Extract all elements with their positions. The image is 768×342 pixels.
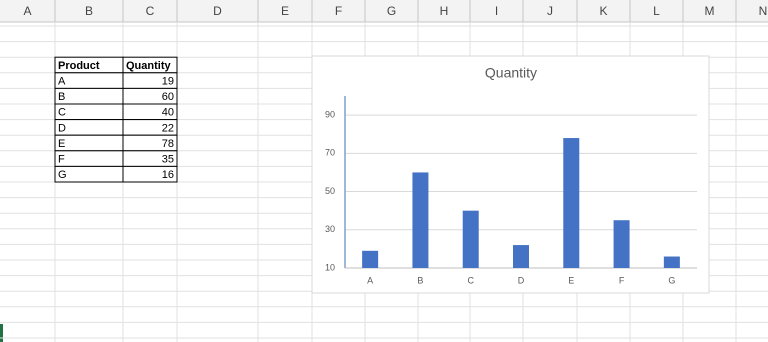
bar [663,256,680,268]
table-value: E [58,138,65,150]
bar [462,210,479,268]
table-header: Product [58,60,100,72]
table-value: G [58,169,67,181]
x-tick-label: G [668,275,675,285]
table-cell [122,165,178,183]
column-header: E [281,4,289,18]
table-value: 35 [162,154,174,166]
x-tick-label: D [518,275,525,285]
selection-marker [0,324,3,342]
column-header: H [440,4,449,18]
chart-title: Quantity [485,65,537,81]
column-header: K [599,4,607,18]
table-value: F [58,154,65,166]
chart-area[interactable] [311,55,710,294]
column-header: F [335,4,342,18]
table-value: B [58,91,65,103]
bar [563,138,580,268]
table-value: A [58,76,66,88]
y-tick-label: 70 [325,148,335,158]
table-header: Quantity [126,60,171,72]
x-tick-label: E [568,275,574,285]
y-tick-label: 30 [325,224,335,234]
table-value: 19 [162,76,174,88]
bar [412,172,429,268]
column-header: N [759,4,768,18]
table-value: 40 [162,107,174,119]
bar [362,250,379,268]
column-header: M [705,4,715,18]
table-value: 22 [162,122,174,134]
x-tick-label: B [417,275,423,285]
y-tick-label: 10 [325,262,335,272]
table-value: C [58,107,66,119]
x-tick-label: F [619,275,625,285]
column-header: L [653,4,660,18]
column-header: A [23,4,31,18]
table-value: 16 [162,169,174,181]
bar [613,220,630,268]
x-tick-label: A [367,275,373,285]
column-header: J [547,4,553,18]
column-header: D [213,4,222,18]
bar [513,245,529,268]
column-header: B [85,4,93,18]
table-value: 60 [162,91,174,103]
table-value: D [58,122,66,134]
table-cell [54,150,124,167]
table-value: 78 [162,138,174,150]
y-tick-label: 50 [325,186,335,196]
column-header: C [146,4,155,18]
column-header: I [495,4,498,18]
x-tick-label: C [467,275,474,285]
column-header: G [387,4,396,18]
y-tick-label: 90 [325,109,335,119]
column-header-bar [0,0,768,22]
